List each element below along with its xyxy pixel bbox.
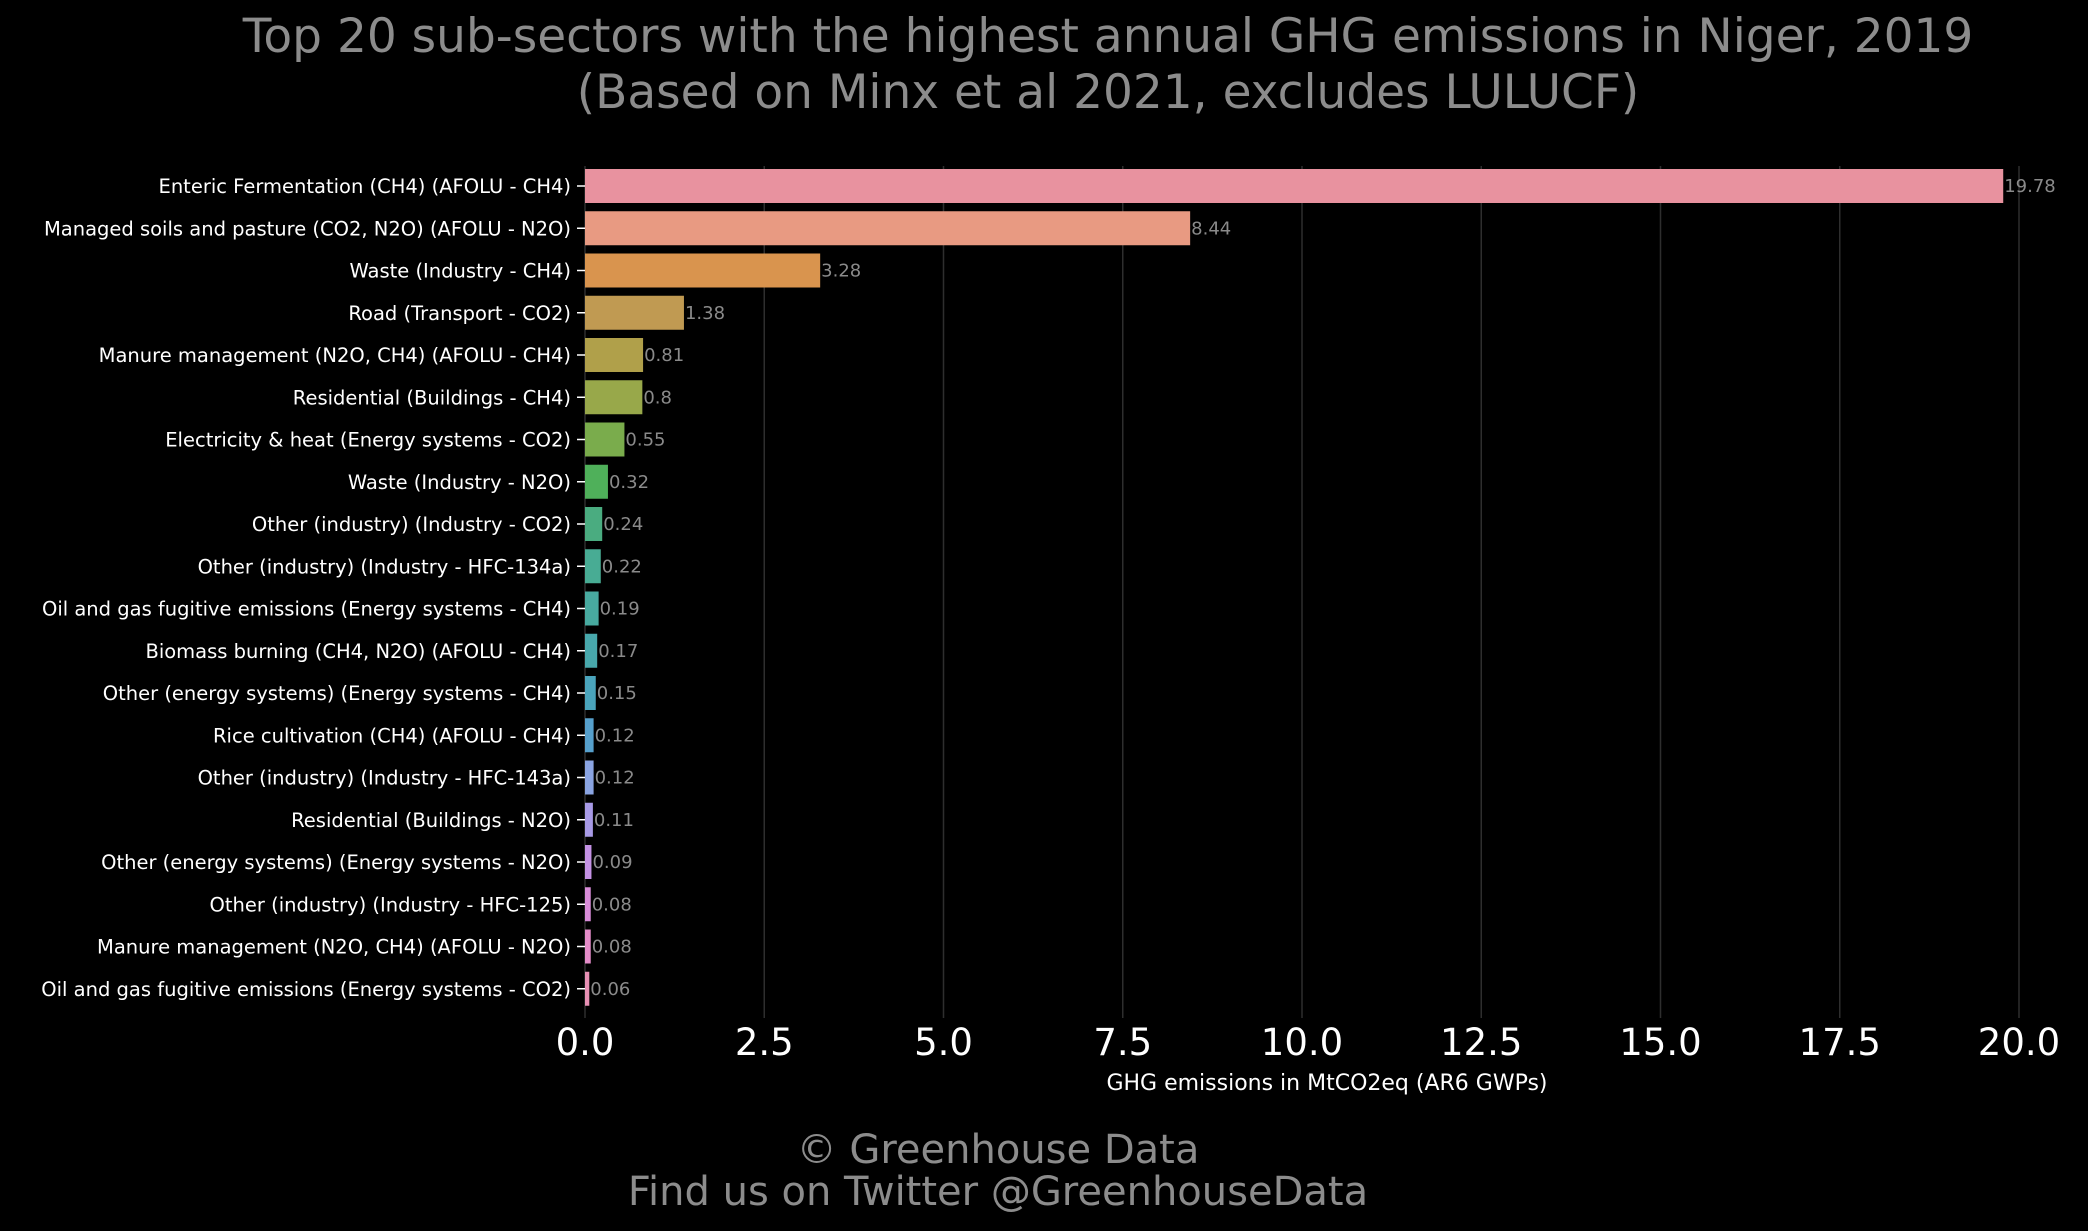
footer-twitter: Find us on Twitter @GreenhouseData bbox=[628, 1169, 1368, 1215]
data-label: 0.19 bbox=[600, 599, 640, 620]
category-label: Residential (Buildings - N2O) bbox=[291, 809, 571, 832]
category-label: Other (industry) (Industry - HFC-143a) bbox=[198, 767, 571, 790]
data-label: 0.55 bbox=[625, 430, 665, 451]
bar bbox=[585, 295, 684, 330]
bar bbox=[585, 802, 593, 837]
data-label: 8.44 bbox=[1191, 218, 1231, 239]
x-tick-label: 7.5 bbox=[1093, 1021, 1152, 1064]
category-label: Oil and gas fugitive emissions (Energy s… bbox=[41, 978, 571, 1001]
data-label: 0.15 bbox=[597, 683, 637, 704]
chart-title: Top 20 sub-sectors with the highest annu… bbox=[242, 9, 1974, 64]
data-label: 0.24 bbox=[603, 514, 643, 535]
data-label: 0.08 bbox=[592, 937, 632, 958]
data-label: 0.09 bbox=[592, 852, 632, 873]
category-label: Enteric Fermentation (CH4) (AFOLU - CH4) bbox=[159, 175, 572, 198]
x-axis-ticks: 0.0 2.5 5.0 7.5 10.0 12.5 15.0 17.5 20.0 bbox=[556, 1021, 2061, 1064]
x-tick-label: 10.0 bbox=[1261, 1021, 1343, 1064]
data-label: 0.22 bbox=[602, 556, 642, 577]
bar bbox=[585, 760, 594, 795]
data-label: 0.12 bbox=[595, 725, 635, 746]
x-tick-label: 15.0 bbox=[1619, 1021, 1701, 1064]
x-tick-label: 2.5 bbox=[735, 1021, 794, 1064]
x-tick-label: 20.0 bbox=[1978, 1021, 2060, 1064]
bar bbox=[585, 211, 1191, 246]
data-label: 19.78 bbox=[2004, 176, 2056, 197]
data-label: 0.32 bbox=[609, 472, 649, 493]
x-tick-label: 0.0 bbox=[556, 1021, 615, 1064]
category-label: Oil and gas fugitive emissions (Energy s… bbox=[42, 598, 571, 621]
data-label: 0.11 bbox=[594, 810, 634, 831]
bar bbox=[585, 633, 598, 668]
category-label: Other (industry) (Industry - CO2) bbox=[252, 513, 571, 536]
category-label: Biomass burning (CH4, N2O) (AFOLU - CH4) bbox=[145, 640, 571, 663]
bar bbox=[585, 380, 643, 415]
category-label: Electricity & heat (Energy systems - CO2… bbox=[165, 429, 571, 452]
bar bbox=[585, 253, 821, 288]
category-labels: Enteric Fermentation (CH4) (AFOLU - CH4)… bbox=[41, 175, 585, 1001]
bar bbox=[585, 169, 2004, 203]
x-tick-label: 5.0 bbox=[914, 1021, 973, 1064]
gridlines bbox=[584, 166, 2020, 1018]
category-label: Manure management (N2O, CH4) (AFOLU - CH… bbox=[99, 344, 571, 367]
bar bbox=[585, 591, 599, 626]
data-label: 0.17 bbox=[598, 641, 638, 662]
category-label: Waste (Industry - CH4) bbox=[349, 260, 571, 283]
category-label: Rice cultivation (CH4) (AFOLU - CH4) bbox=[213, 724, 571, 747]
data-label: 0.06 bbox=[590, 979, 630, 1000]
category-label: Waste (Industry - N2O) bbox=[348, 471, 571, 494]
bar bbox=[585, 718, 594, 753]
chart-subtitle: (Based on Minx et al 2021, excludes LULU… bbox=[577, 65, 1639, 120]
category-label: Other (energy systems) (Energy systems -… bbox=[101, 851, 571, 874]
data-label: 1.38 bbox=[685, 303, 725, 324]
data-label: 0.12 bbox=[595, 768, 635, 789]
bar bbox=[585, 422, 625, 457]
bar bbox=[585, 549, 601, 584]
bar bbox=[585, 887, 591, 922]
category-label: Managed soils and pasture (CO2, N2O) (AF… bbox=[44, 217, 571, 240]
bar bbox=[585, 338, 644, 372]
bar bbox=[585, 676, 596, 710]
data-label: 0.08 bbox=[592, 894, 632, 915]
bar bbox=[585, 929, 591, 964]
category-label: Other (energy systems) (Energy systems -… bbox=[103, 682, 571, 705]
category-label: Manure management (N2O, CH4) (AFOLU - N2… bbox=[97, 936, 571, 959]
category-label: Other (industry) (Industry - HFC-125) bbox=[210, 893, 571, 916]
bar bbox=[585, 464, 608, 499]
x-axis-title: GHG emissions in MtCO2eq (AR6 GWPs) bbox=[1106, 1071, 1547, 1096]
category-label: Road (Transport - CO2) bbox=[348, 302, 571, 325]
bar bbox=[585, 507, 603, 541]
x-tick-label: 12.5 bbox=[1440, 1021, 1522, 1064]
data-label: 0.81 bbox=[644, 345, 684, 366]
footer-copyright: © Greenhouse Data bbox=[797, 1127, 1200, 1173]
data-label: 3.28 bbox=[821, 261, 861, 282]
category-label: Other (industry) (Industry - HFC-134a) bbox=[198, 555, 571, 578]
data-label: 0.8 bbox=[643, 387, 672, 408]
bar bbox=[585, 971, 590, 1006]
bar bbox=[585, 845, 592, 879]
x-tick-label: 17.5 bbox=[1799, 1021, 1881, 1064]
bars bbox=[585, 169, 2004, 1006]
value-labels: 19.78 8.44 3.28 1.380.81 0.8 0.55 0.32 0.24 0.22… bbox=[590, 176, 2055, 1000]
category-label: Residential (Buildings - CH4) bbox=[293, 386, 571, 409]
